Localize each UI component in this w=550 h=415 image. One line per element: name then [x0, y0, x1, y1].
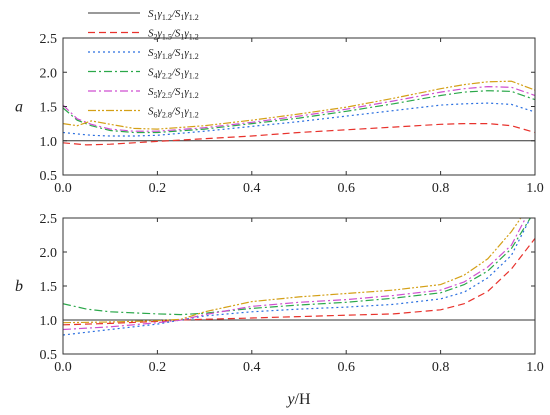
x-tick-label: 1.0	[526, 360, 544, 375]
legend-entry-4: S4γ2.2/S1γ1.2	[148, 67, 199, 81]
legend-part-sub4: 1.2	[189, 13, 199, 22]
series-line-3	[63, 102, 535, 137]
x-tick-label: 0.2	[149, 360, 167, 375]
x-tick-label: 0.4	[243, 181, 261, 196]
legend-part-main3: γ	[184, 47, 189, 59]
y-tick-label: 1.0	[40, 135, 58, 150]
legend-part-main2: γ	[158, 86, 163, 98]
legend-entry-1: S1γ1.2/S1γ1.2	[148, 8, 199, 22]
x-axis-label-rest: /H	[295, 391, 311, 408]
legend-part-main: S	[148, 86, 154, 98]
y-tick-label: 1.5	[40, 280, 58, 295]
y-axis-label: a	[15, 99, 23, 116]
legend-part-sub2: 2.8	[162, 111, 172, 120]
y-tick-label: 2.0	[40, 246, 58, 261]
legend-part-sep: /S	[171, 67, 181, 79]
legend-part-sub4: 1.2	[189, 72, 199, 81]
y-tick-label: 2.5	[40, 212, 58, 227]
x-axis-label: y/H	[285, 391, 311, 408]
legend-entry-6: S6γ2.8/S1γ1.2	[148, 106, 199, 120]
y-tick-label: 2.5	[40, 32, 58, 47]
series-group	[63, 218, 535, 336]
legend-part-sub1: 2	[154, 33, 158, 42]
legend-part-main2: γ	[158, 67, 163, 79]
plot-frame	[62, 217, 536, 355]
y-tick-label: 0.5	[40, 169, 58, 184]
panel-b: 0.0 0.2 0.4 0.6 0.8 1.0 0.5 1.0 1.5 2.0 2.5 b y/H	[15, 212, 544, 408]
x-tick-label: 0.8	[432, 360, 450, 375]
legend-part-main: S	[148, 8, 154, 20]
y-tick-label: 1.0	[40, 314, 58, 329]
legend-part-sub1: 5	[154, 91, 158, 100]
legend-part-sub3: 1	[180, 13, 184, 22]
x-tick-label: 0.8	[432, 181, 450, 196]
legend-part-sub1: 4	[154, 72, 158, 81]
series-line-2	[63, 238, 535, 326]
legend-entry-3: S3γ1.8/S1γ1.2	[148, 47, 199, 61]
series-line-5	[63, 85, 535, 132]
y-tick-label: 2.0	[40, 66, 58, 81]
legend-part-sub1: 6	[154, 111, 158, 120]
legend-part-sub2: 2.5	[162, 91, 172, 100]
series-line-6	[63, 218, 522, 324]
series-line-6	[63, 80, 535, 130]
legend-part-main3: γ	[184, 67, 189, 79]
legend-part-main: S	[148, 106, 154, 118]
legend-part-sub2: 1.5	[162, 33, 172, 42]
y-tick-label: 0.5	[40, 348, 58, 363]
y-tick-label: 1.5	[40, 101, 58, 116]
legend-part-sub2: 1.8	[162, 52, 172, 61]
legend-part-sub2: 1.2	[162, 13, 172, 22]
series-line-3	[63, 218, 531, 336]
legend-part-sub4: 1.2	[189, 33, 199, 42]
legend-part-sep: /S	[171, 106, 181, 118]
legend-part-main: S	[148, 47, 154, 59]
x-tick-label: 0.2	[149, 181, 167, 196]
series-line-5	[63, 218, 527, 331]
legend-part-main2: γ	[158, 8, 163, 20]
y-axis-label: b	[15, 278, 23, 295]
legend-entry-5: S5γ2.5/S1γ1.2	[148, 86, 199, 100]
legend-part-sep: /S	[171, 86, 181, 98]
x-axis-label-var: y	[285, 391, 295, 408]
legend-part-sub4: 1.2	[189, 111, 199, 120]
x-tick-label: 0.0	[54, 181, 72, 196]
plot-frame	[62, 37, 536, 176]
series-line-2	[63, 123, 535, 146]
legend-entry-2: S2γ1.5/S1γ1.2	[148, 28, 199, 42]
legend-part-main2: γ	[158, 47, 163, 59]
legend-part-sub3: 1	[180, 72, 184, 81]
legend-part-sub4: 1.2	[189, 52, 199, 61]
legend-part-main2: γ	[158, 28, 163, 40]
x-tick-label: 0.0	[54, 360, 72, 375]
series-line-4	[63, 218, 531, 316]
series-group	[63, 80, 535, 146]
legend-part-sub3: 1	[180, 91, 184, 100]
x-tick-label: 1.0	[526, 181, 544, 196]
legend-part-sep: /S	[171, 28, 181, 40]
x-tick-label: 0.6	[337, 360, 355, 375]
legend-part-sub4: 1.2	[189, 91, 199, 100]
panel-a: 0.0 0.2 0.4 0.6 0.8 1.0 0.5 1.0 1.5 2.0 2.5 a	[15, 32, 544, 196]
legend-part-sub2: 2.2	[162, 72, 172, 81]
legend-part-sub1: 3	[154, 52, 158, 61]
legend: S1γ1.2/S1γ1.2S2γ1.5/S1γ1.2S3γ1.8/S1γ1.2S…	[88, 8, 199, 120]
legend-part-sep: /S	[171, 47, 181, 59]
legend-part-sub3: 1	[180, 33, 184, 42]
x-tick-label: 0.6	[337, 181, 355, 196]
legend-part-sep: /S	[171, 8, 181, 20]
legend-part-main2: γ	[158, 106, 163, 118]
legend-part-main3: γ	[184, 8, 189, 20]
legend-part-main: S	[148, 67, 154, 79]
legend-part-sub1: 1	[154, 13, 158, 22]
legend-part-sub3: 1	[180, 52, 184, 61]
x-tick-label: 0.4	[243, 360, 261, 375]
legend-part-main3: γ	[184, 106, 189, 118]
legend-part-main: S	[148, 28, 154, 40]
series-line-4	[63, 90, 535, 134]
legend-part-main3: γ	[184, 28, 189, 40]
legend-part-sub3: 1	[180, 111, 184, 120]
legend-part-main3: γ	[184, 86, 189, 98]
